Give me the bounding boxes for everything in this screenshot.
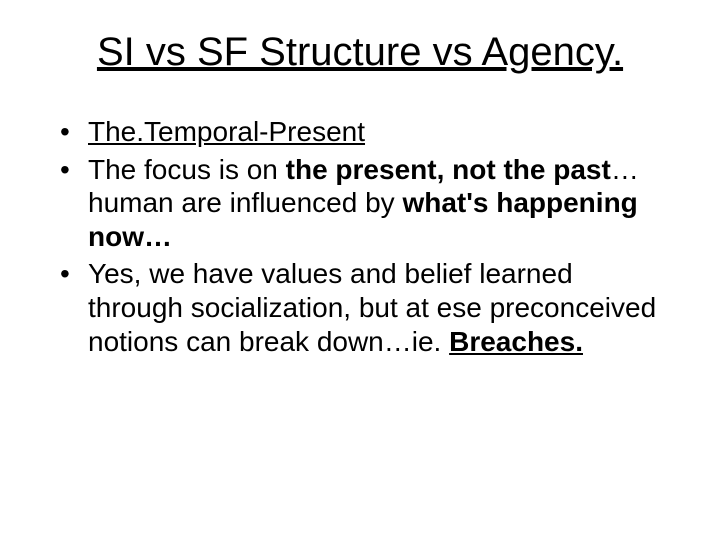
text-segment: the present, not the past [286, 154, 611, 185]
list-item: The focus is on the present, not the pas… [60, 153, 670, 254]
slide-title: SI vs SF Structure vs Agency. [50, 30, 670, 75]
list-item: The.Temporal-Present [60, 115, 670, 149]
bullet-list: The.Temporal-Present The focus is on the… [60, 115, 670, 358]
text-segment: The focus is on [88, 154, 286, 185]
text-segment: Breaches. [449, 326, 583, 357]
slide: SI vs SF Structure vs Agency. The.Tempor… [0, 0, 720, 540]
text-segment: The.Temporal-Present [88, 116, 365, 147]
list-item: Yes, we have values and belief learned t… [60, 257, 670, 358]
